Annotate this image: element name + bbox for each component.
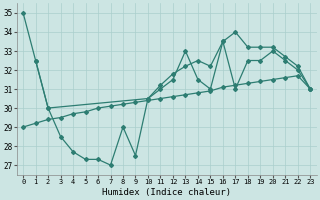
X-axis label: Humidex (Indice chaleur): Humidex (Indice chaleur)	[102, 188, 231, 197]
